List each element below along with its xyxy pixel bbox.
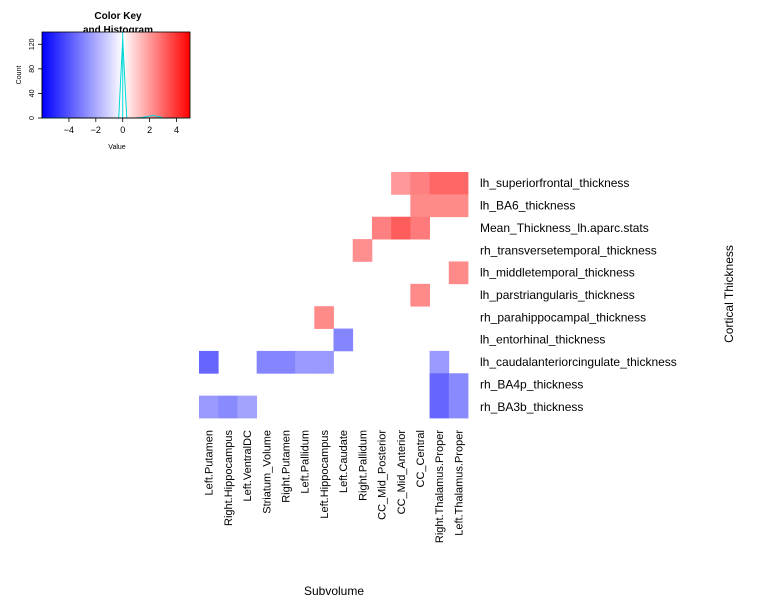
- heatmap-cell: [429, 373, 450, 397]
- heatmap-cell: [410, 194, 430, 218]
- column-label: Right.Pallidum: [357, 430, 369, 501]
- y-axis-label: Cortical Thickness: [722, 245, 736, 343]
- row-label: lh_middletemporal_thickness: [480, 266, 635, 280]
- heatmap-cell: [429, 350, 450, 374]
- heatmap-cell: [199, 350, 219, 374]
- color-key-xlabel: Value: [108, 144, 125, 151]
- row-label: lh_BA6_thickness: [480, 199, 575, 213]
- heatmap-cell: [218, 395, 238, 419]
- heatmap-cell: [371, 216, 392, 240]
- color-key-y-tick-label: 0: [29, 116, 36, 120]
- heatmap-cell: [429, 395, 450, 419]
- column-label: Left.Caudate: [338, 430, 350, 493]
- row-label: Mean_Thickness_lh.aparc.stats: [480, 221, 649, 235]
- heatmap-cell: [429, 194, 450, 218]
- row-label: rh_transversetemporal_thickness: [480, 243, 657, 257]
- row-label: rh_BA3b_thickness: [480, 400, 583, 414]
- color-key-x-tick-label: −2: [91, 125, 101, 135]
- heatmap-cells: [199, 172, 469, 419]
- column-label: CC_Central: [415, 430, 427, 487]
- color-key-x-tick-label: 2: [147, 125, 152, 135]
- heatmap-cell: [199, 395, 219, 419]
- color-key-y-tick-label: 40: [29, 89, 36, 97]
- heatmap-cell: [448, 373, 469, 397]
- column-label: Left.Hippocampus: [319, 430, 331, 519]
- color-key-title-line-1: Color Key: [94, 11, 142, 22]
- row-label: rh_parahippocampal_thickness: [480, 310, 646, 324]
- heatmap-cell: [410, 172, 430, 195]
- color-key-x-tick-label: 0: [120, 125, 125, 135]
- row-label: lh_superiorfrontal_thickness: [480, 176, 629, 190]
- color-key-title-line-2: and Histogram: [83, 25, 153, 36]
- heatmap-cell: [410, 283, 430, 307]
- heatmap-cell: [237, 395, 258, 419]
- color-key-y-tick-label: 80: [29, 65, 36, 73]
- row-label: lh_parstriangularis_thickness: [480, 288, 635, 302]
- color-key-x-tick-label: 4: [174, 125, 179, 135]
- heatmap-cell: [256, 350, 277, 374]
- column-label: Right.Hippocampus: [223, 430, 235, 526]
- column-label: Left.Pallidum: [300, 430, 312, 494]
- column-label: Left.Putamen: [204, 430, 216, 495]
- row-labels: lh_superiorfrontal_thickness lh_BA6_thick…: [480, 176, 677, 414]
- column-label: CC_Mid_Anterior: [396, 430, 408, 515]
- heatmap-cell: [295, 350, 315, 374]
- color-key-ylabel: Count: [16, 66, 23, 85]
- color-key-x-tick-label: −4: [64, 125, 74, 135]
- color-key-bar: [42, 32, 190, 118]
- column-label: Left.VentralDC: [242, 430, 254, 502]
- heatmap-cell: [448, 395, 469, 419]
- heatmap-cell: [275, 350, 296, 374]
- color-key: Color Key and Histogram −4 −2 0 2 404080120 …: [16, 11, 191, 151]
- column-label: Left.Thalamus.Proper: [453, 430, 465, 536]
- column-label: Right.Putamen: [280, 430, 292, 503]
- color-key-y-tick-label: 120: [29, 38, 36, 50]
- column-label: Right.Thalamus.Proper: [434, 430, 446, 543]
- heatmap-cell: [429, 172, 450, 195]
- column-label: CC_Mid_Posterior: [377, 430, 389, 520]
- heatmap-cell: [352, 239, 373, 262]
- heatmap-cell: [391, 216, 411, 240]
- row-label: lh_entorhinal_thickness: [480, 333, 605, 347]
- heatmap-cell: [391, 172, 411, 195]
- row-label: rh_BA4p_thickness: [480, 377, 583, 391]
- column-labels: Left.Putamen Right.Hippocampus Left.Ventra…: [204, 430, 466, 544]
- heatmap-cell: [448, 194, 469, 218]
- heatmap-cell: [410, 216, 430, 240]
- heatmap-cell: [314, 306, 334, 329]
- row-label: lh_caudalanteriorcingulate_thickness: [480, 355, 677, 369]
- heatmap-cell: [448, 261, 469, 285]
- column-label: Striatum_Volume: [261, 430, 273, 514]
- x-axis-label: Subvolume: [304, 584, 364, 598]
- heatmap-cell: [333, 328, 354, 352]
- heatmap-cell: [448, 172, 469, 195]
- heatmap-cell: [314, 350, 334, 374]
